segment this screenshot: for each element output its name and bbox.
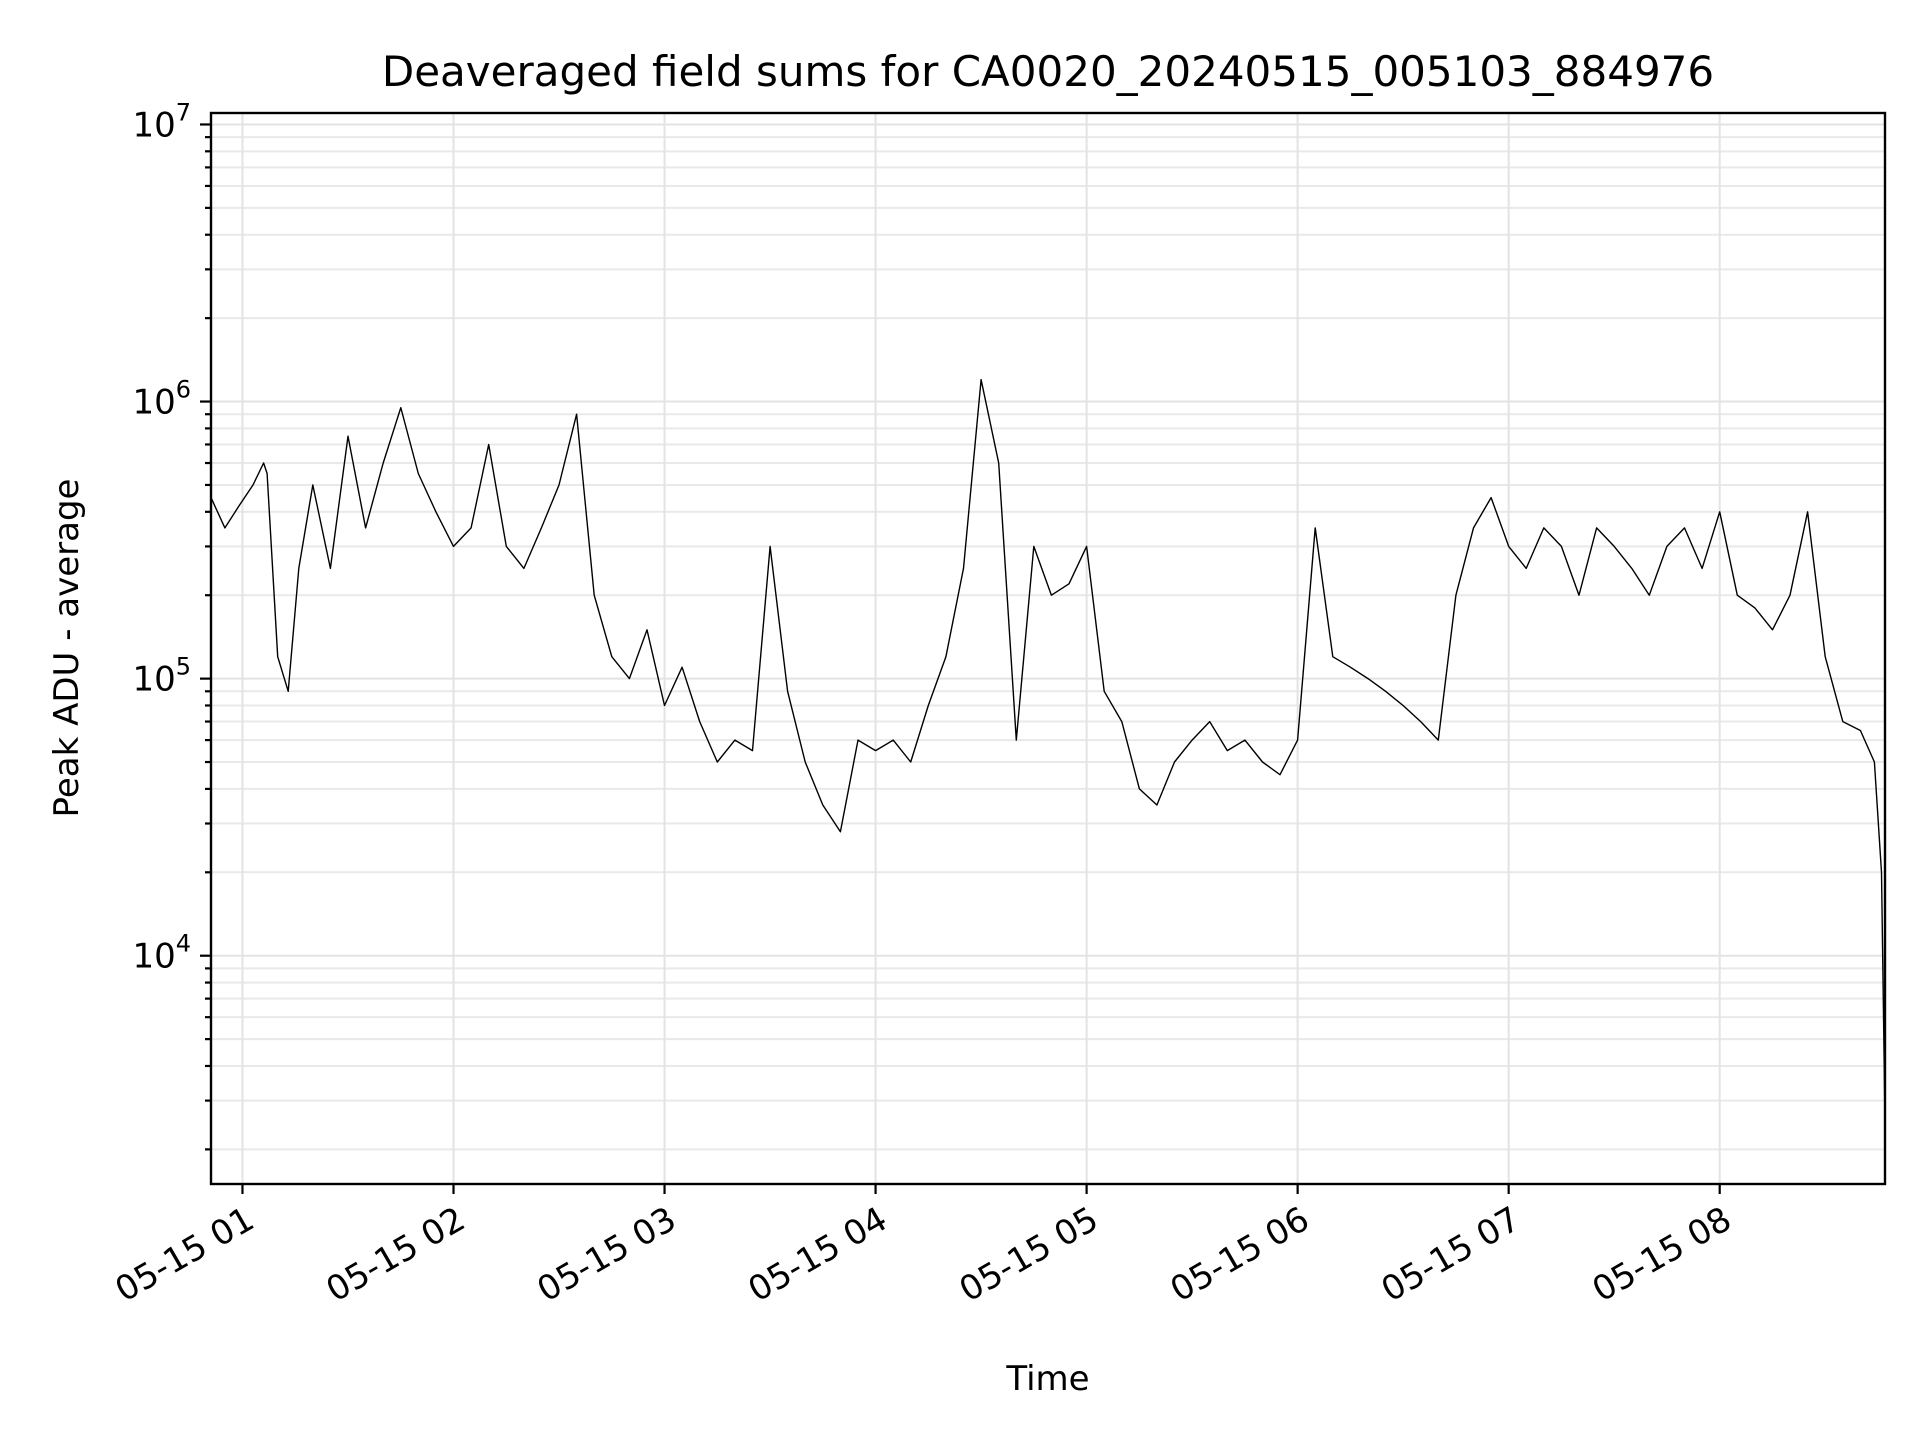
- x-tick-label: 05-15 07: [1375, 1199, 1527, 1310]
- plot-frame: [209, 111, 1887, 1186]
- y-tick-exponent: 7: [176, 98, 191, 126]
- series-layer: [210, 378, 1886, 1123]
- y-tick-label: 107: [132, 98, 191, 145]
- y-axis: 104 105 106 107: [132, 98, 211, 1151]
- grid: [211, 113, 1885, 1184]
- x-tick-label: 05-15 06: [1164, 1199, 1316, 1310]
- y-axis-label: Peak ADU - average: [47, 479, 87, 818]
- x-tick-label: 05-15 08: [1586, 1199, 1738, 1310]
- x-tick-label: 05-15 03: [531, 1199, 683, 1310]
- series-line: [210, 378, 1886, 1123]
- y-tick-exponent: 5: [176, 653, 191, 681]
- x-tick-label: 05-15 02: [320, 1199, 472, 1310]
- chart-title: Deaveraged field sums for CA0020_2024051…: [382, 47, 1714, 96]
- y-tick-label: 105: [132, 653, 191, 700]
- y-tick-label: 104: [132, 930, 191, 977]
- x-axis-label: Time: [1005, 1359, 1089, 1399]
- y-tick-exponent: 6: [176, 376, 191, 404]
- y-tick-exponent: 4: [176, 930, 191, 958]
- x-axis: 05-15 01 05-15 02 05-15 03 05-15 04 05-15 05…: [109, 1184, 1738, 1310]
- x-tick-label: 05-15 05: [953, 1199, 1105, 1310]
- x-tick-label: 05-15 04: [742, 1199, 894, 1310]
- x-tick-label: 05-15 01: [109, 1199, 261, 1310]
- y-tick-label: 106: [132, 376, 191, 423]
